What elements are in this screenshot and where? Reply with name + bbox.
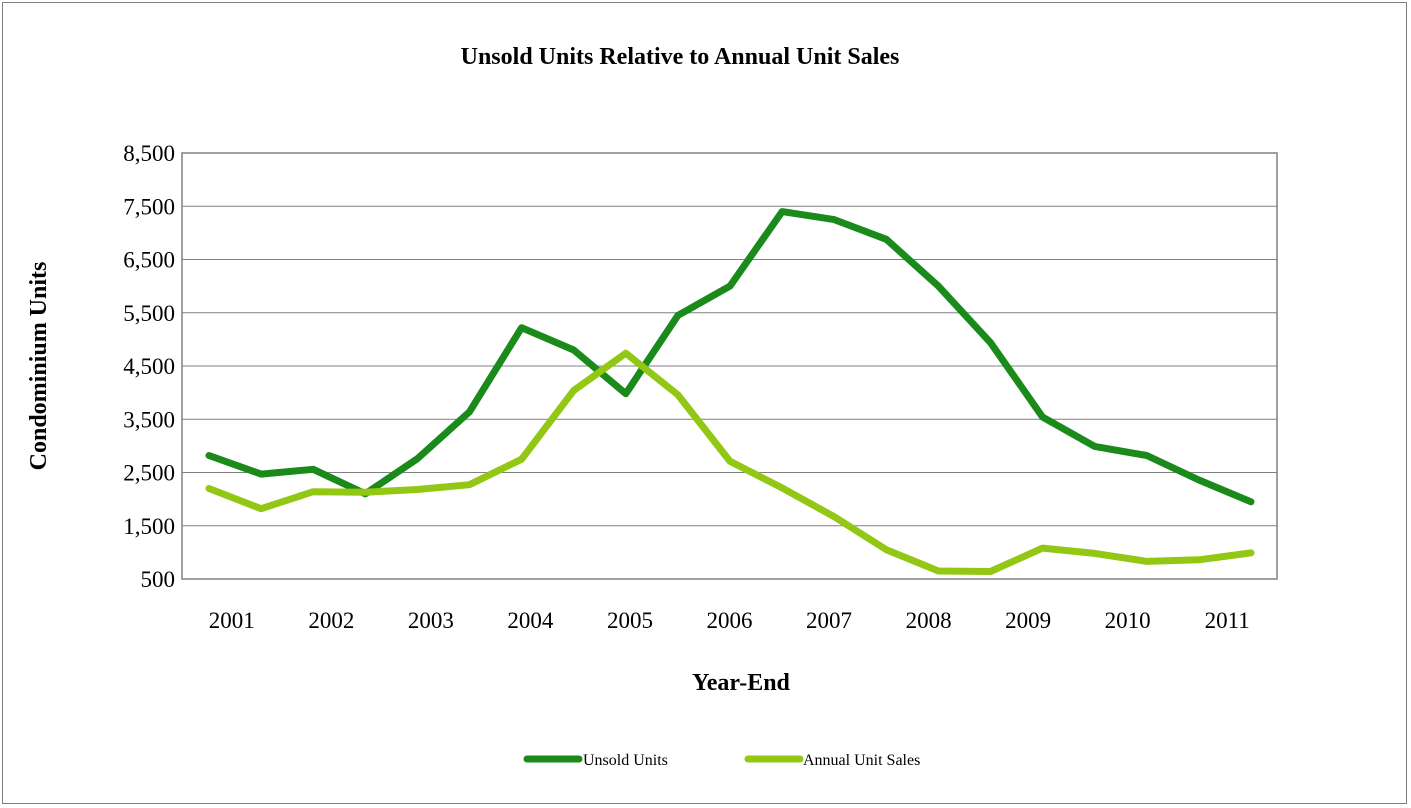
y-axis-title: Condominium Units bbox=[26, 262, 52, 471]
y-tick-label: 6,500 bbox=[123, 248, 175, 273]
y-tick-label: 5,500 bbox=[123, 301, 175, 326]
y-tick-label: 500 bbox=[141, 567, 176, 592]
x-tick-label: 2002 bbox=[308, 608, 354, 633]
x-tick-label: 2008 bbox=[906, 608, 952, 633]
series-line-unsold-units bbox=[205, 208, 1255, 506]
y-tick-label: 1,500 bbox=[123, 514, 175, 539]
legend-label: Annual Unit Sales bbox=[803, 752, 920, 769]
y-axis-ticks: 8,500 7,500 6,500 5,500 4,500 3,500 2,500 1,500… bbox=[123, 141, 175, 592]
y-tick-label: 2,500 bbox=[123, 461, 175, 486]
x-tick-label: 2005 bbox=[607, 608, 653, 633]
x-tick-label: 2006 bbox=[707, 608, 753, 633]
x-tick-label: 2010 bbox=[1105, 608, 1151, 633]
grid-lines bbox=[182, 205, 1277, 527]
x-tick-label: 2007 bbox=[806, 608, 852, 633]
series-line-annual-unit-sales bbox=[205, 349, 1255, 575]
y-tick-label: 8,500 bbox=[123, 141, 175, 166]
x-axis-title: Year-End bbox=[692, 670, 790, 696]
y-tick-label: 4,500 bbox=[123, 354, 175, 379]
series-lines bbox=[205, 208, 1255, 575]
x-axis-ticks: 2001 2002 2003 2004 2005 2006 2007 2008 2009 2010… bbox=[209, 608, 1250, 633]
chart-title: Unsold Units Relative to Annual Unit Sal… bbox=[461, 44, 900, 70]
y-tick-label: 7,500 bbox=[123, 194, 175, 219]
x-tick-label: 2011 bbox=[1205, 608, 1250, 633]
legend-label: Unsold Units bbox=[583, 752, 668, 769]
x-tick-label: 2003 bbox=[408, 608, 454, 633]
x-tick-label: 2001 bbox=[209, 608, 255, 633]
x-tick-label: 2004 bbox=[507, 608, 554, 633]
legend: Unsold Units Annual Unit Sales bbox=[523, 752, 920, 769]
y-tick-label: 3,500 bbox=[123, 407, 175, 432]
x-tick-label: 2009 bbox=[1005, 608, 1051, 633]
